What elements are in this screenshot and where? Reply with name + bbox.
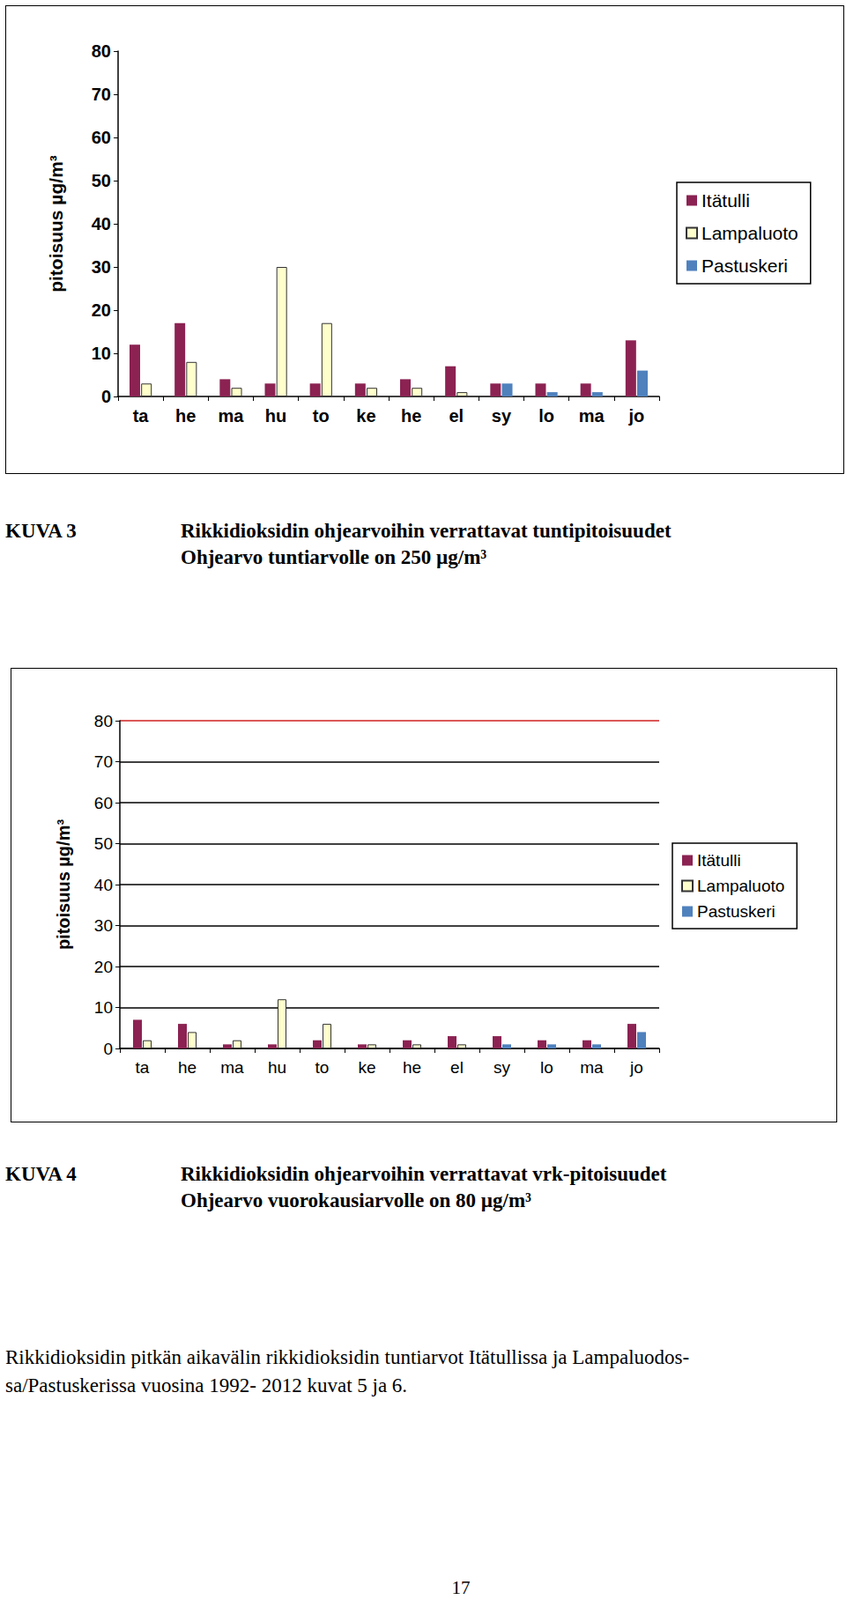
svg-text:pitoisuus µg/m³: pitoisuus µg/m³ (53, 819, 74, 951)
svg-text:el: el (450, 1058, 464, 1077)
svg-text:sy: sy (491, 406, 513, 426)
svg-text:30: 30 (94, 916, 113, 936)
svg-text:ma: ma (217, 406, 245, 426)
svg-text:he: he (178, 1058, 197, 1077)
svg-text:0: 0 (101, 386, 112, 407)
html-text:sa/Pastuskerissa vuosina 1992-: sa/Pastuskerissa vuosina 1992- 2012 kuva… (5, 1374, 408, 1397)
svg-text:70: 70 (94, 752, 113, 772)
svg-text:he: he (402, 1058, 422, 1077)
html-text:KUVA 3: KUVA 3 (5, 519, 77, 542)
svg-text:Itätulli: Itätulli (701, 190, 750, 211)
svg-text:hu: hu (265, 406, 287, 426)
svg-text:0: 0 (103, 1039, 113, 1059)
html-text:17: 17 (451, 1577, 471, 1599)
svg-text:Lampaluoto: Lampaluoto (697, 876, 785, 896)
svg-text:Itätulli: Itätulli (697, 851, 742, 870)
svg-text:ke: ke (357, 1058, 376, 1077)
svg-text:ma: ma (578, 406, 606, 426)
svg-text:60: 60 (94, 794, 113, 813)
svg-text:lo: lo (540, 1058, 554, 1077)
svg-text:pitoisuus µg/m³: pitoisuus µg/m³ (45, 155, 67, 293)
svg-text:10: 10 (91, 343, 112, 364)
svg-text:Pastuskeri: Pastuskeri (701, 255, 788, 276)
svg-text:he: he (400, 406, 422, 426)
svg-text:jo: jo (629, 1058, 644, 1077)
svg-text:50: 50 (91, 170, 112, 191)
html-text:Rikkidioksidin pitkän aikaväli: Rikkidioksidin pitkän aikavälin rikkidio… (5, 1346, 690, 1369)
svg-text:ma: ma (220, 1058, 245, 1077)
svg-text:el: el (448, 406, 464, 426)
svg-text:he: he (175, 406, 196, 426)
svg-text:ke: ke (356, 406, 376, 426)
svg-text:70: 70 (91, 84, 112, 104)
svg-text:ma: ma (579, 1058, 604, 1077)
svg-text:Pastuskeri: Pastuskeri (697, 902, 776, 921)
svg-text:sy: sy (493, 1058, 512, 1077)
html-text:Ohjearvo tuntiarvolle on 250 µ: Ohjearvo tuntiarvolle on 250 µg/m³ (180, 546, 487, 569)
svg-text:jo: jo (628, 406, 646, 426)
html-text:Rikkidioksidin ohjearvoihin ve: Rikkidioksidin ohjearvoihin verrattavat … (180, 1163, 667, 1186)
svg-text:30: 30 (91, 257, 112, 277)
svg-text:to: to (315, 1058, 330, 1077)
svg-text:10: 10 (94, 998, 113, 1017)
svg-text:20: 20 (94, 957, 113, 977)
svg-text:ta: ta (135, 1058, 150, 1077)
svg-text:40: 40 (91, 214, 112, 234)
svg-text:lo: lo (538, 406, 555, 426)
svg-text:to: to (312, 406, 330, 426)
svg-text:ta: ta (133, 406, 150, 426)
html-text:KUVA 4: KUVA 4 (5, 1163, 77, 1186)
html-text:Rikkidioksidin ohjearvoihin ve: Rikkidioksidin ohjearvoihin verrattavat … (180, 519, 672, 542)
svg-text:hu: hu (267, 1058, 287, 1077)
html-text:Ohjearvo vuorokausiarvolle on: Ohjearvo vuorokausiarvolle on 80 µg/m³ (180, 1189, 532, 1212)
svg-text:60: 60 (91, 127, 112, 148)
svg-text:Lampaluoto: Lampaluoto (701, 222, 799, 244)
svg-text:20: 20 (91, 300, 112, 320)
svg-text:50: 50 (94, 834, 113, 854)
svg-text:80: 80 (91, 41, 112, 61)
svg-text:40: 40 (94, 875, 113, 895)
svg-text:80: 80 (94, 712, 113, 731)
